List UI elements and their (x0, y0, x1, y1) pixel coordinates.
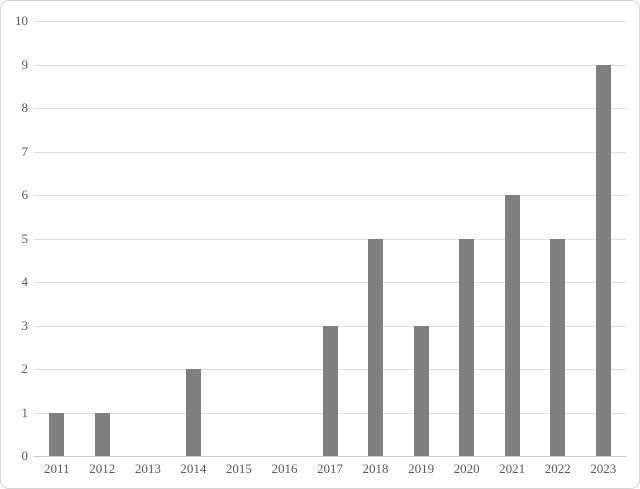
y-tick-label: 7 (21, 143, 29, 159)
x-tick-label: 2015 (225, 461, 252, 476)
y-tick-label: 2 (21, 361, 29, 376)
bar (413, 325, 429, 456)
y-tick-label: 1 (21, 404, 29, 420)
x-tick-label: 2019 (408, 461, 435, 476)
x-tick-label: 2023 (590, 461, 617, 476)
x-tick-label: 2012 (89, 461, 116, 476)
x-axis-line (34, 456, 626, 457)
gridline (34, 108, 626, 109)
gridline (34, 195, 626, 196)
gridline (34, 151, 626, 153)
x-tick-label: 2016 (271, 461, 298, 476)
x-tick-label: 2021 (499, 461, 526, 476)
bar (368, 238, 384, 456)
y-tick-label: 10 (15, 13, 28, 28)
x-tick-label: 2022 (544, 461, 571, 476)
y-tick-label: 4 (21, 274, 29, 289)
bar (459, 238, 475, 456)
bar (595, 64, 611, 456)
y-tick-label: 0 (21, 448, 29, 463)
bar (94, 412, 110, 456)
gridline (34, 64, 626, 66)
gridline (34, 282, 626, 283)
x-tick-label: 2013 (134, 461, 161, 476)
x-tick-label: 2014 (180, 461, 207, 476)
y-tick-label: 5 (21, 230, 29, 246)
y-tick-label: 9 (21, 56, 29, 72)
bar (49, 412, 65, 456)
bar (550, 238, 566, 456)
bar (504, 195, 520, 456)
x-tick-label: 2011 (44, 461, 70, 476)
y-tick-label: 3 (21, 317, 29, 333)
x-tick-label: 2018 (362, 461, 389, 476)
y-tick-label: 8 (21, 100, 29, 115)
gridline (34, 21, 626, 22)
x-tick-label: 2020 (453, 461, 480, 476)
gridline (34, 238, 626, 240)
bar (322, 325, 338, 456)
y-tick-label: 6 (21, 187, 29, 202)
x-tick-label: 2017 (316, 461, 343, 476)
bar (185, 369, 201, 456)
